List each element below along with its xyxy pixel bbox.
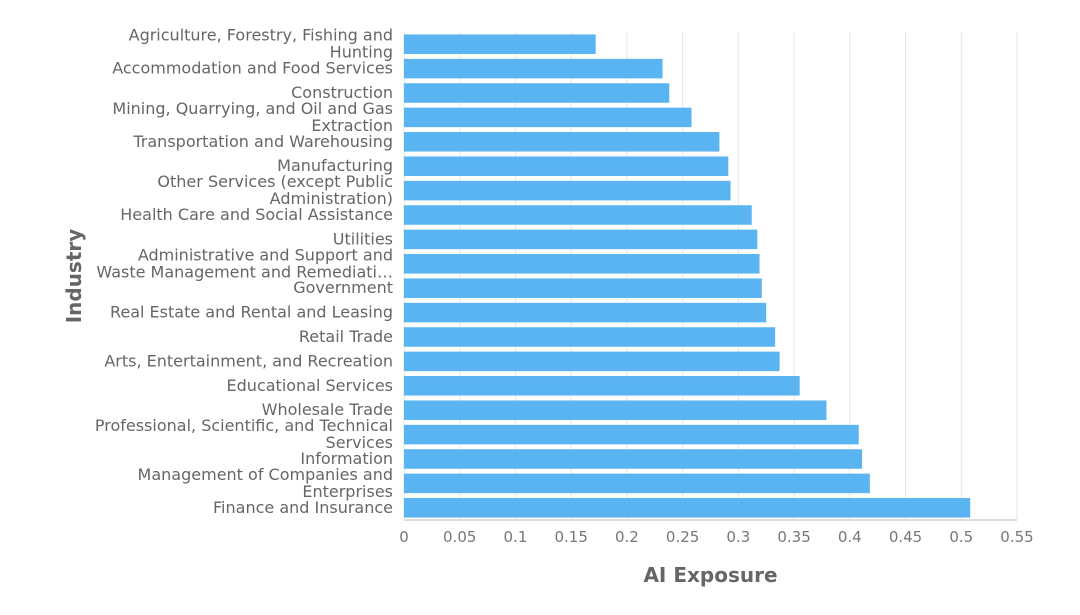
bars	[404, 34, 971, 518]
category-label: Health Care and Social Assistance	[120, 205, 393, 224]
bar	[404, 424, 859, 445]
bar	[404, 327, 776, 347]
bar	[404, 302, 767, 323]
category-label: Other Services (except Public Administrat…	[157, 172, 393, 208]
x-tick-label: 0.45	[889, 528, 922, 546]
x-tick-label: 0.05	[443, 528, 476, 546]
bar	[404, 58, 663, 79]
bar	[404, 473, 870, 494]
x-tick-label: 0.15	[554, 528, 587, 546]
x-tick-labels: 0 0.05 0.1 0.15 0.2 0.25 0.3 0.35 0.4 0.45 0.5 0.55	[399, 528, 1033, 546]
bar	[404, 449, 863, 469]
x-tick-label: 0.1	[504, 528, 528, 546]
category-label: Real Estate and Rental and Leasing	[110, 303, 393, 322]
gridlines	[403, 32, 1018, 520]
x-tick-label: 0.25	[666, 528, 699, 546]
x-tick-label: 0.5	[949, 528, 973, 546]
category-label: Agriculture, Forestry, Fishing and Huntin…	[129, 26, 393, 62]
bar	[404, 229, 758, 250]
category-label: Finance and Insurance	[213, 498, 393, 517]
category-label: Retail Trade	[299, 327, 393, 346]
x-tick-label: 0.2	[615, 528, 639, 546]
bar	[404, 156, 729, 176]
bar	[404, 351, 780, 372]
category-label: Wholesale Trade	[262, 400, 393, 419]
bar	[404, 83, 670, 103]
category-label: Construction	[291, 83, 393, 102]
bar	[404, 205, 752, 225]
bar	[404, 278, 762, 298]
category-label: Management of Companies and Enterprises	[138, 465, 393, 501]
bar	[404, 34, 596, 54]
bar	[404, 180, 731, 201]
category-label: Arts, Entertainment, and Recreation	[104, 351, 393, 370]
category-labels: Agriculture, Forestry, Fishing and Huntin…	[95, 26, 393, 517]
bar	[404, 400, 827, 420]
bar	[404, 254, 760, 274]
x-tick-label: 0.35	[777, 528, 810, 546]
bar	[404, 376, 800, 396]
category-label: Manufacturing	[277, 156, 393, 175]
category-label: Government	[293, 278, 393, 297]
category-label: Professional, Scientific, and Technical S…	[95, 416, 393, 452]
bar	[404, 107, 692, 128]
x-axis-title: AI Exposure	[643, 563, 777, 587]
bar	[404, 132, 720, 152]
category-label: Information	[300, 449, 393, 468]
bar	[404, 498, 971, 518]
x-tick-label: 0	[399, 528, 409, 546]
category-label: Utilities	[333, 229, 393, 248]
x-tick-label: 0.3	[726, 528, 750, 546]
category-label: Administrative and Support and Waste Mana…	[96, 245, 393, 281]
category-label: Educational Services	[227, 376, 393, 395]
x-tick-label: 0.55	[1000, 528, 1033, 546]
y-axis-title: Industry	[62, 229, 86, 324]
category-label: Transportation and Warehousing	[132, 132, 393, 151]
x-tick-label: 0.4	[838, 528, 862, 546]
category-label: Mining, Quarrying, and Oil and Gas Extrac…	[112, 99, 393, 135]
category-label: Accommodation and Food Services	[112, 59, 393, 78]
